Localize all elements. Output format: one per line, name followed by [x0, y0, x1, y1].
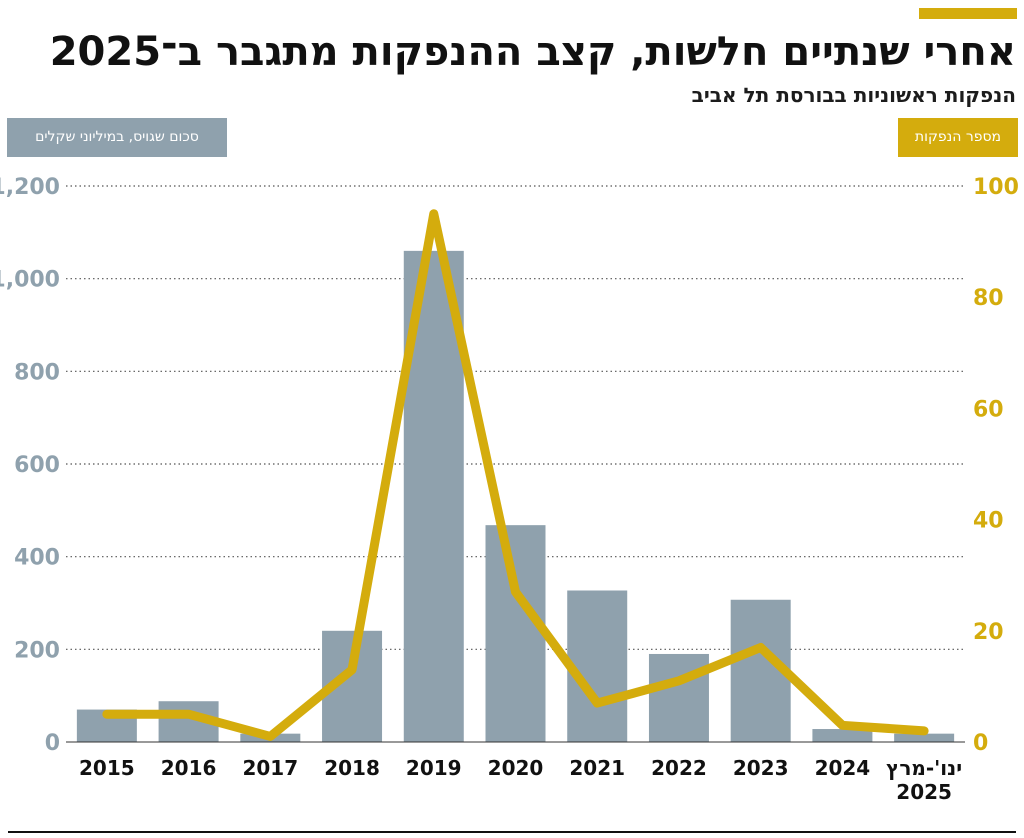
right-tick-label: 40 [973, 509, 1004, 534]
category-label: ינו'-מרץ 2025 [886, 756, 962, 804]
bar-6 [567, 590, 628, 742]
left-axis-legend: סכום שגויס, במיליוני שקלים [7, 118, 227, 157]
bar-5 [485, 525, 546, 742]
right-tick-label: 20 [973, 620, 1004, 645]
category-label: 2020 [488, 756, 544, 780]
right-tick-label: 0 [973, 731, 988, 756]
line-series [102, 209, 929, 741]
bar-7 [648, 653, 709, 742]
right-tick-label: 60 [973, 397, 1004, 422]
right-tick-label: 100 [973, 175, 1019, 200]
left-tick-label: 1,000 [0, 268, 60, 293]
category-label: 2017 [242, 756, 298, 780]
bottom-rule [8, 831, 1016, 833]
category-label: 2022 [651, 756, 707, 780]
bar-10 [894, 733, 955, 742]
left-tick-label: 1,200 [0, 175, 60, 200]
left-tick-label: 200 [14, 638, 60, 663]
category-label: 2023 [733, 756, 789, 780]
chart-subtitle: הנפקות ראשוניות בבורסת תל אביב [691, 83, 1016, 107]
category-label: 2016 [161, 756, 217, 780]
category-label: 2024 [815, 756, 871, 780]
left-tick-label: 800 [14, 360, 60, 385]
left-tick-label: 400 [14, 546, 60, 571]
chart-title: אחרי שנתיים חלשות, קצב ההנפקות מתגבר ב־2… [49, 29, 1016, 75]
category-label: 2018 [324, 756, 380, 780]
category-label: 2019 [406, 756, 462, 780]
left-tick-label: 0 [45, 731, 60, 756]
category-label: 2015 [79, 756, 135, 780]
right-axis-legend: מספר הנפקות [898, 118, 1018, 157]
category-label: 2021 [569, 756, 625, 780]
category-label-line: ינו'-מרץ [886, 756, 962, 780]
category-label-line: 2025 [896, 780, 952, 804]
bar-9 [812, 729, 873, 742]
right-tick-label: 80 [973, 286, 1004, 311]
left-tick-label: 600 [14, 453, 60, 478]
accent-bar [919, 8, 1017, 19]
